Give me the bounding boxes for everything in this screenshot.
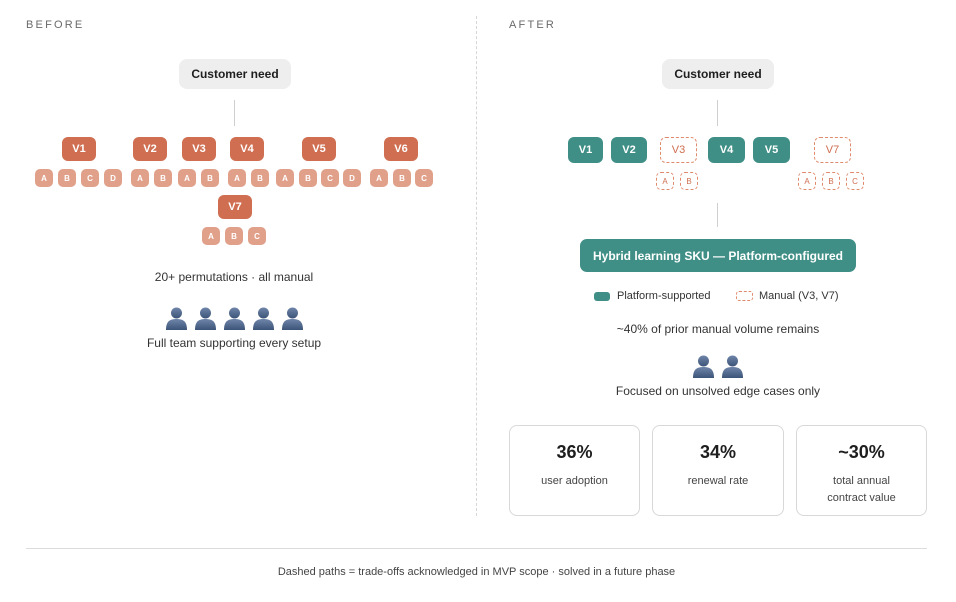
before-version-v7: V7 [218,195,252,219]
before-connector [234,100,235,126]
before-version-v3: V3 [182,137,216,161]
before-v2-sub-b: B [154,169,172,187]
metric-card-acv: ~30% total annual contract value [796,425,927,516]
footer-note: Dashed paths = trade-offs acknowledged i… [277,566,676,578]
before-v1-sub-d: D [104,169,122,187]
metric-label: total annual contract value [827,475,896,504]
before-version-v6: V6 [384,137,418,161]
after-customer-need: Customer need [662,59,774,89]
before-v7-sub-a: A [202,227,220,245]
after-v3-sub-a: A [656,172,674,190]
legend-manual-label: Manual (V3, V7) [759,290,839,302]
after-connector-top [717,100,718,126]
after-version-v2: V2 [611,137,647,163]
metric-value: 36% [556,442,593,462]
before-v5-sub-d: D [343,169,361,187]
after-v7-sub-c: C [846,172,864,190]
person-icon [165,307,187,330]
metric-label: user adoption [541,475,608,487]
before-v1-sub-b: B [58,169,76,187]
before-v6-sub-c: C [415,169,433,187]
before-v5-sub-b: B [299,169,317,187]
after-v7-sub-b: B [822,172,840,190]
before-team-icons [84,306,384,330]
after-version-v3: V3 [660,137,697,163]
before-v5-sub-a: A [276,169,294,187]
section-divider [476,16,477,516]
before-v5-sub-c: C [321,169,339,187]
metric-value: 34% [699,442,737,462]
person-icon [281,307,303,330]
after-version-v1: V1 [568,137,603,163]
before-v3-sub-a: A [178,169,196,187]
metric-card-adoption: 36% user adoption [509,425,640,516]
before-customer-need: Customer need [179,59,291,89]
legend-platform-label: Platform-supported [617,290,711,302]
after-team-icons [568,354,868,378]
metric-value: ~30% [838,442,885,462]
person-icon [252,307,274,330]
person-icon [223,307,245,330]
before-v6-sub-b: B [393,169,411,187]
person-icon [693,355,714,378]
before-v4-sub-b: B [251,169,269,187]
before-v1-sub-a: A [35,169,53,187]
legend-manual: Manual (V3, V7) [736,290,838,302]
after-version-v5: V5 [753,137,790,163]
after-v7-sub-a: A [798,172,816,190]
after-version-v4: V4 [708,137,745,163]
person-icon [722,355,743,378]
before-permutations-text: 20+ permutations · all manual [154,270,314,284]
before-v2-sub-a: A [131,169,149,187]
after-v3-sub-b: B [680,172,698,190]
legend-platform: Platform-supported [594,290,711,302]
before-v7-sub-c: C [248,227,266,245]
after-version-v7: V7 [814,137,851,163]
person-icon [194,307,216,330]
before-version-v5: V5 [302,137,336,161]
before-v7-sub-b: B [225,227,243,245]
before-v4-sub-a: A [228,169,246,187]
metric-label: renewal rate [687,475,749,487]
legend-platform-swatch [594,291,610,301]
legend-manual-swatch [736,291,753,301]
hybrid-sku-banner: Hybrid learning SKU — Platform-configure… [580,239,856,272]
before-v1-sub-c: C [81,169,99,187]
before-v6-sub-a: A [370,169,388,187]
after-focus-text: Focused on unsolved edge cases only [615,384,821,398]
before-version-v1: V1 [62,137,96,161]
before-v3-sub-b: B [201,169,219,187]
after-label: AFTER [509,19,557,31]
before-version-v4: V4 [230,137,264,161]
footer-divider [26,548,927,549]
before-version-v2: V2 [133,137,167,161]
after-connector-bottom [717,203,718,227]
metric-card-renewal: 34% renewal rate [652,425,784,516]
before-team-text: Full team supporting every setup [146,336,322,350]
before-label: BEFORE [26,19,85,31]
after-remains-text: ~40% of prior manual volume remains [616,322,820,336]
